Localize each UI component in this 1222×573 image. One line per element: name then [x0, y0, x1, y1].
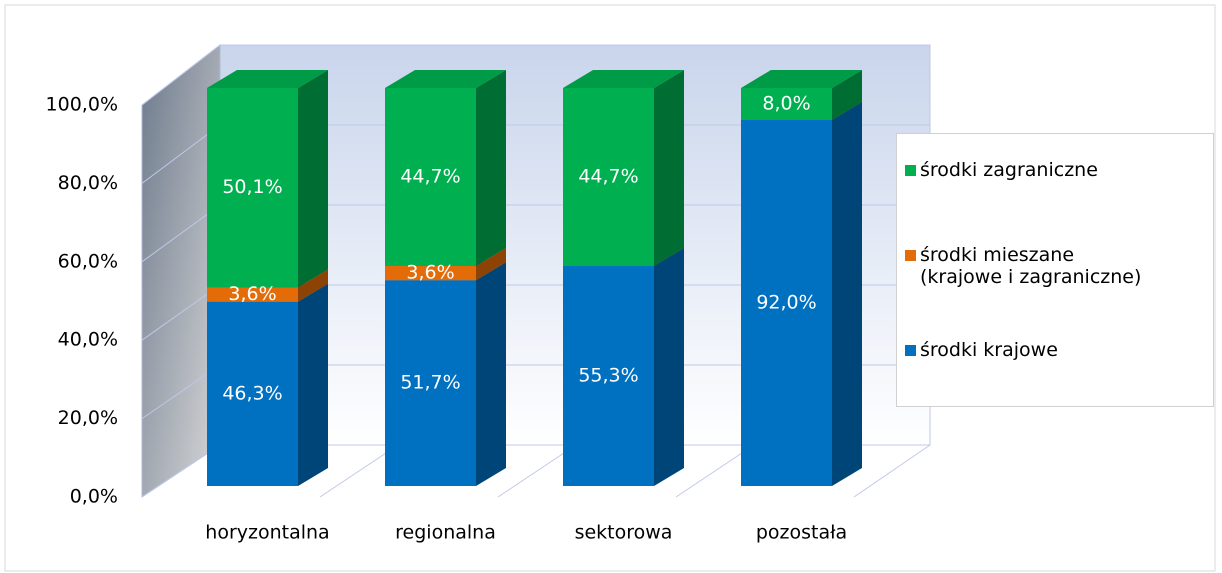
- bar: [385, 265, 476, 281]
- x-tick-label: pozostała: [756, 522, 847, 544]
- bar-top: [741, 70, 862, 88]
- bar: [563, 265, 654, 486]
- bar-side: [476, 247, 506, 281]
- bar: [207, 88, 298, 288]
- bar-top: [207, 70, 328, 88]
- data-label: 92,0%: [756, 291, 816, 313]
- bar: [207, 301, 298, 486]
- legend-label: środki krajowe: [920, 339, 1058, 361]
- legend: środki krajowe środki mieszane (krajowe i…: [896, 133, 1214, 407]
- y-tick-label: 100,0%: [46, 94, 118, 116]
- legend-swatch: [905, 345, 916, 356]
- bar-side: [476, 262, 506, 486]
- y-tick-label: 0,0%: [70, 486, 118, 508]
- bar-side: [832, 101, 862, 486]
- data-label: 8,0%: [762, 92, 810, 114]
- bar: [741, 88, 832, 120]
- bar: [563, 88, 654, 266]
- bar: [207, 287, 298, 302]
- data-label: 44,7%: [578, 165, 638, 187]
- x-tick-label: horyzontalna: [205, 522, 329, 544]
- data-label: 55,3%: [578, 364, 638, 386]
- data-label: 3,6%: [406, 262, 454, 284]
- bar-side: [298, 269, 328, 302]
- legend-label: środki mieszane (krajowe i zagraniczne): [920, 244, 1142, 288]
- x-tick-label: sektorowa: [575, 522, 673, 544]
- y-tick-label: 40,0%: [58, 329, 118, 351]
- legend-swatch: [905, 250, 916, 261]
- legend-item: środki mieszane (krajowe i zagraniczne): [905, 244, 1141, 288]
- data-label: 3,6%: [228, 283, 276, 305]
- bar-top: [385, 70, 506, 88]
- bar-side: [832, 70, 862, 120]
- data-label: 46,3%: [222, 382, 282, 404]
- y-tick-label: 60,0%: [58, 250, 118, 272]
- y-tick-label: 80,0%: [58, 172, 118, 194]
- legend-item: środki zagraniczne: [905, 159, 1098, 181]
- legend-label: środki zagraniczne: [920, 159, 1098, 181]
- bar-side: [654, 247, 684, 486]
- bar-top: [563, 70, 684, 88]
- y-tick-label: 20,0%: [58, 407, 118, 429]
- bar-side: [298, 283, 328, 486]
- bar-side: [476, 70, 506, 266]
- bar-side: [654, 70, 684, 266]
- data-label: 50,1%: [222, 176, 282, 198]
- x-tick-label: regionalna: [395, 522, 496, 544]
- bar-side: [298, 70, 328, 288]
- grid-line: [141, 44, 930, 106]
- chart-border: [4, 4, 1216, 572]
- data-label: 44,7%: [400, 165, 460, 187]
- bar: [385, 88, 476, 266]
- legend-item: środki krajowe: [905, 339, 1058, 361]
- bar: [741, 119, 832, 486]
- data-label: 51,7%: [400, 372, 460, 394]
- bar: [385, 280, 476, 486]
- legend-swatch: [905, 165, 916, 176]
